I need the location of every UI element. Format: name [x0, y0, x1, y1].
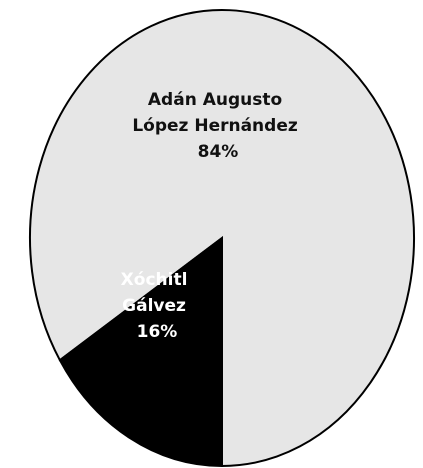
slice-value-label: 84%	[198, 142, 239, 162]
slice-label-adan-augusto-lopez-hernandez: Adán Augusto López Hernández 84%	[132, 90, 303, 162]
slice-label-line-2: Gálvez	[122, 296, 186, 316]
slice-label-line-1: Adán Augusto	[148, 90, 282, 110]
slice-value-label: 16%	[137, 322, 178, 342]
pie-slice-xochitl-galvez	[58, 235, 223, 468]
slice-label-line-1: Xóchitl	[121, 270, 188, 290]
slice-label-line-2: López Hernández	[132, 116, 298, 136]
slice-label-xochitl-galvez: Xóchitl Gálvez 16%	[121, 270, 194, 342]
